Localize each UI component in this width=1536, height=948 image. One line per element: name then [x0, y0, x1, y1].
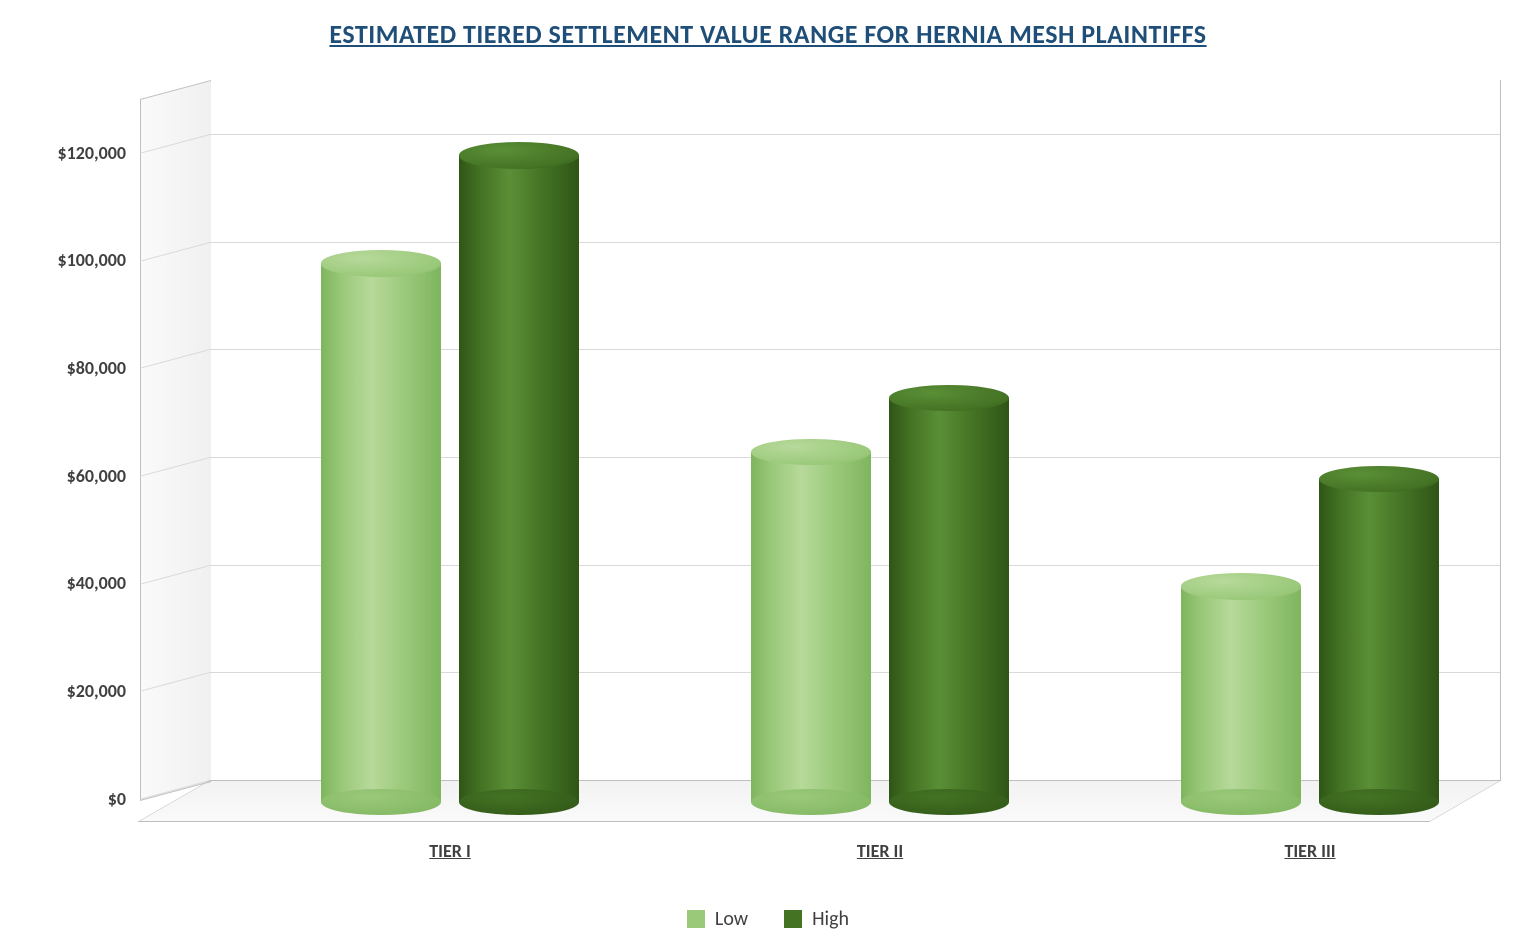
x-axis-label: TIER I — [429, 840, 471, 862]
chart-title: ESTIMATED TIERED SETTLEMENT VALUE RANGE … — [0, 18, 1536, 50]
left-wall — [140, 80, 211, 801]
legend: Low High — [0, 907, 1536, 934]
bar-cylinder — [889, 385, 1009, 815]
legend-swatch — [784, 910, 802, 928]
bar-cylinder — [751, 439, 871, 815]
x-axis-label: TIER III — [1284, 840, 1335, 862]
gridline — [210, 134, 1500, 135]
y-axis-label: $80,000 — [16, 357, 126, 379]
legend-item: High — [784, 907, 849, 931]
bar-cylinder — [459, 142, 579, 815]
gridline — [210, 242, 1500, 243]
legend-item: Low — [687, 907, 748, 931]
y-axis-label: $40,000 — [16, 572, 126, 594]
x-axis-label: TIER II — [857, 840, 903, 862]
legend-label: Low — [715, 907, 748, 931]
y-axis-label: $100,000 — [16, 249, 126, 271]
plot-area — [140, 80, 1500, 830]
legend-label: High — [812, 907, 849, 931]
chart-container: ESTIMATED TIERED SETTLEMENT VALUE RANGE … — [0, 0, 1536, 948]
bar-cylinder — [1181, 573, 1301, 815]
bar-cylinder — [321, 250, 441, 815]
y-axis-label: $0 — [16, 788, 126, 810]
y-axis-label: $60,000 — [16, 465, 126, 487]
legend-swatch — [687, 910, 705, 928]
y-axis-label: $20,000 — [16, 680, 126, 702]
bar-cylinder — [1319, 466, 1439, 815]
y-axis-label: $120,000 — [16, 142, 126, 164]
